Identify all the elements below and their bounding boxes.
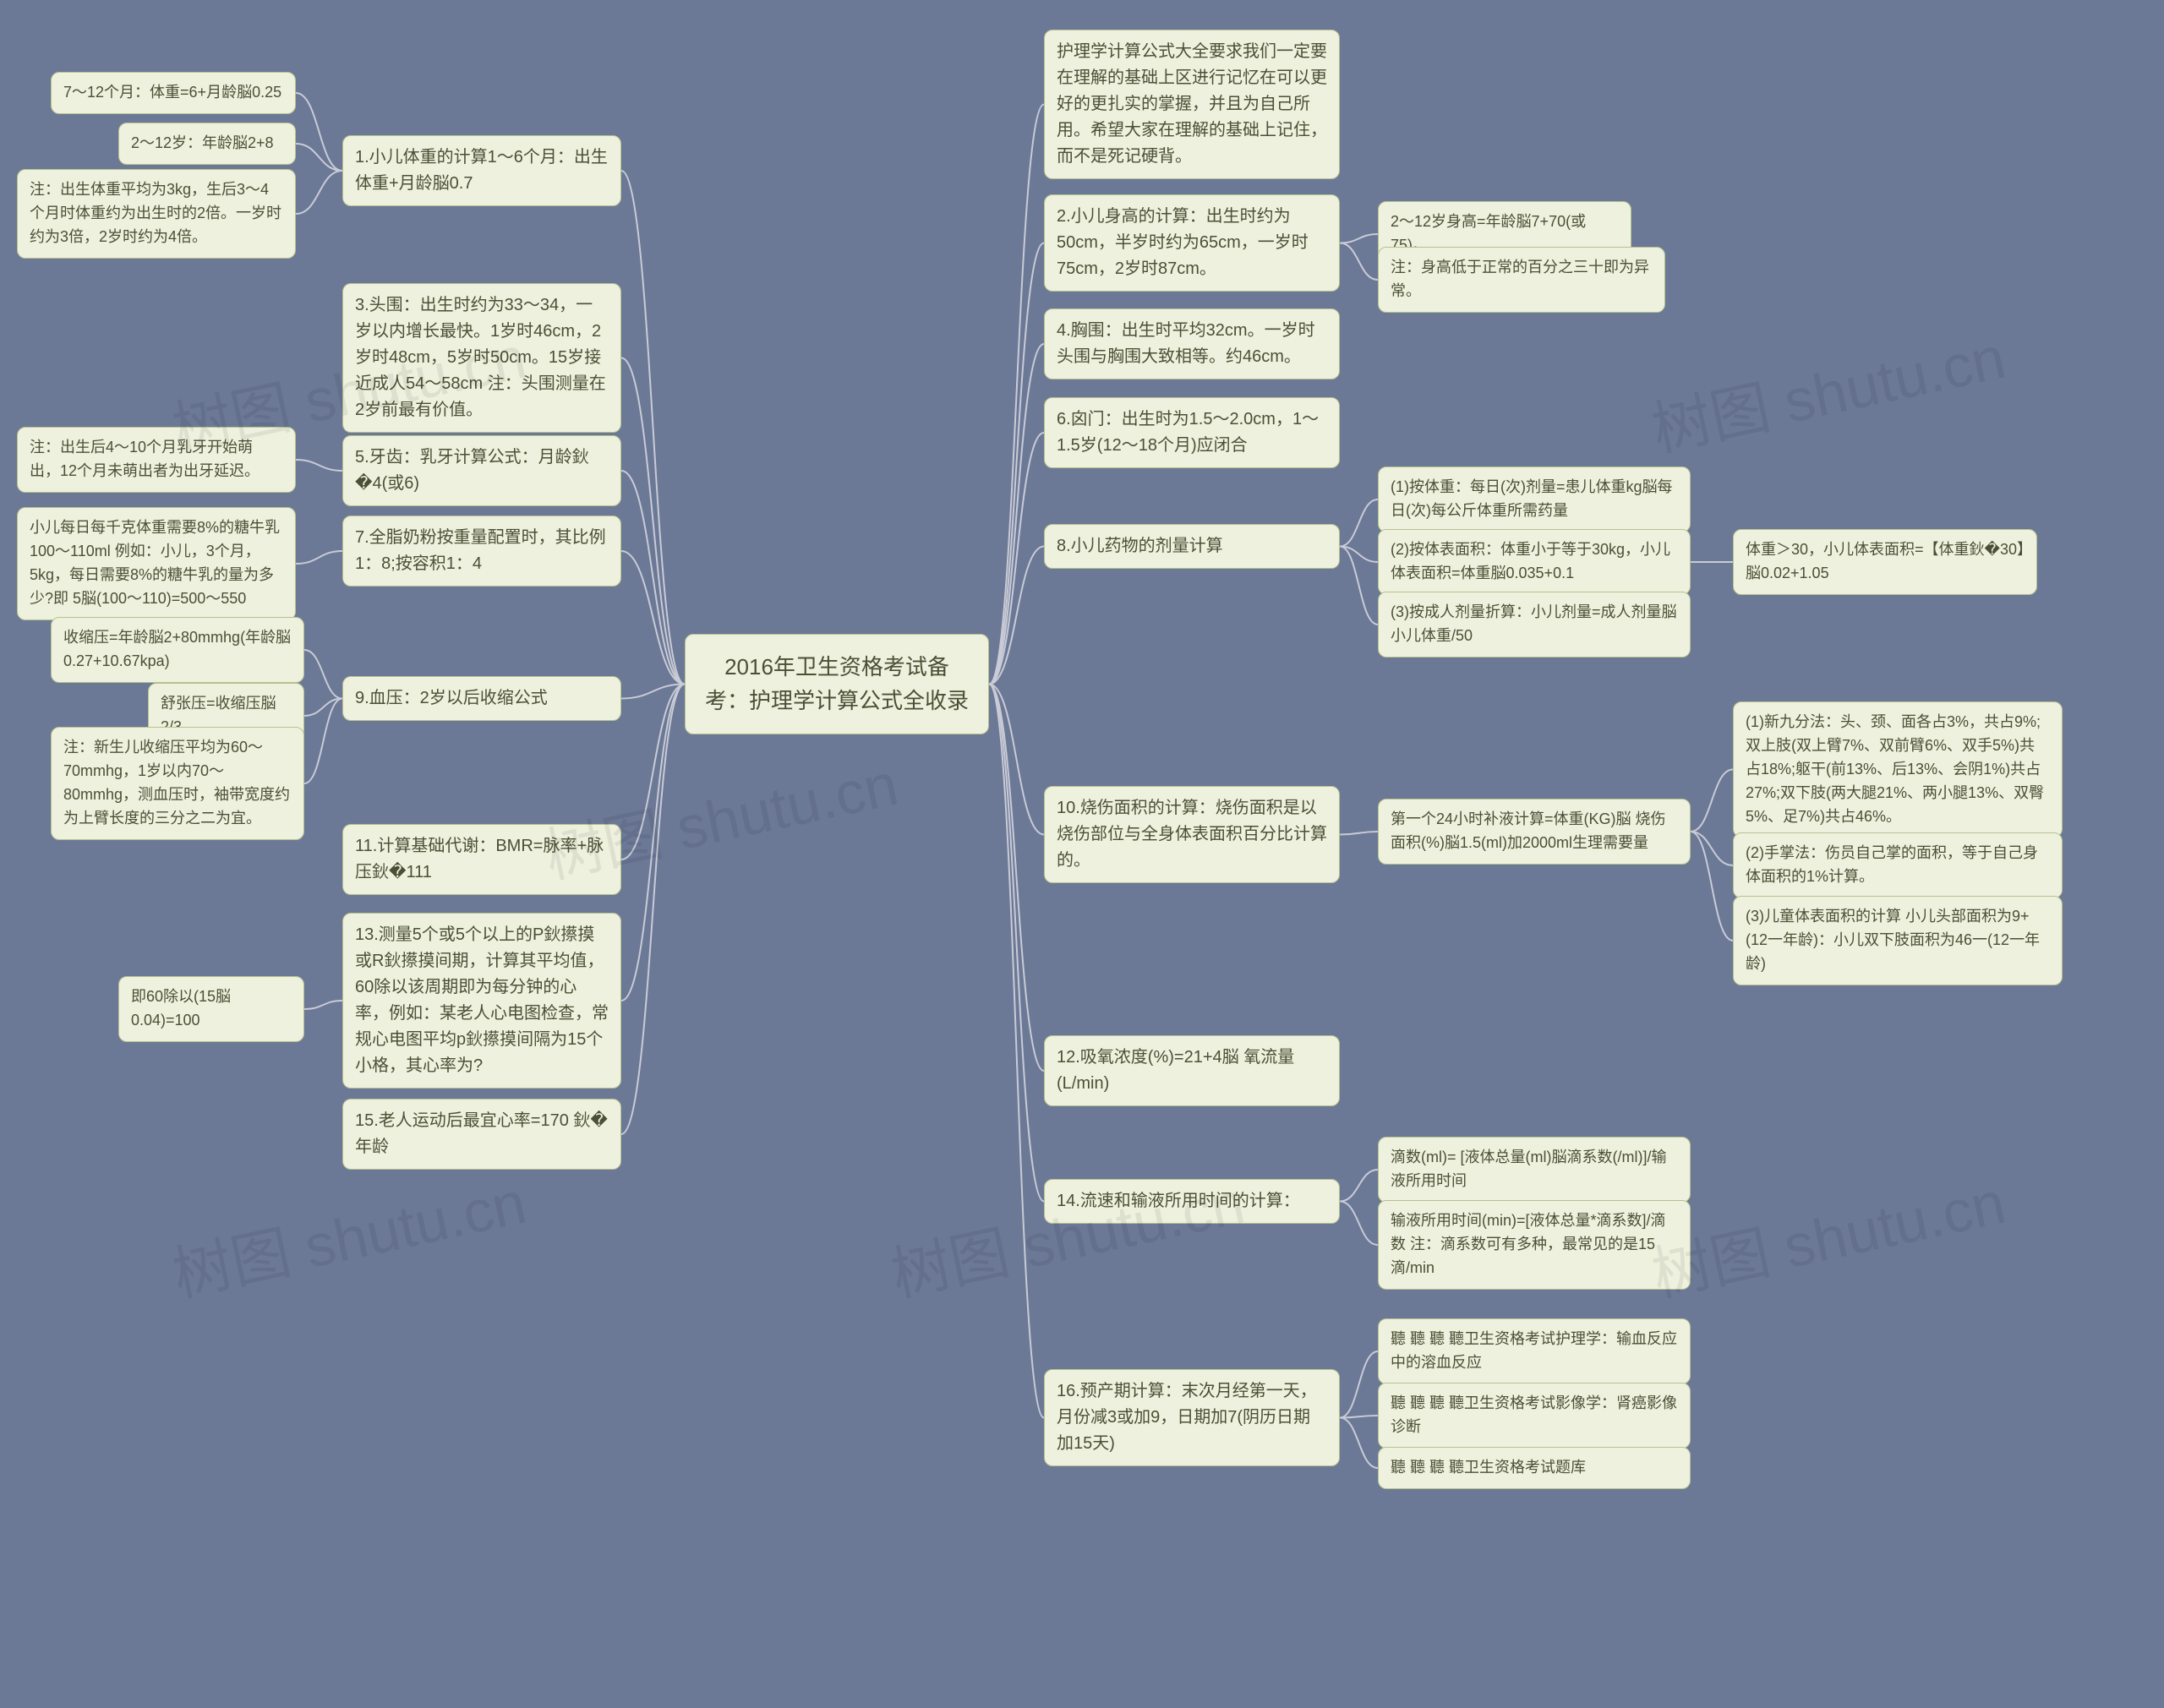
mindmap-node: 15.老人运动后最宜心率=170 鈥�年龄 — [342, 1099, 621, 1170]
mindmap-node: 4.胸围：出生时平均32cm。一岁时头围与胸围大致相等。约46cm。 — [1044, 308, 1340, 379]
mindmap-node: 聽 聽 聽 聽卫生资格考试护理学：输血反应中的溶血反应 — [1378, 1318, 1691, 1384]
mindmap-stage: 2016年卫生资格考试备考：护理学计算公式全收录 1.小儿体重的计算1～6个月：出… — [0, 0, 2164, 1708]
mindmap-node: 收缩压=年龄脳2+80mmhg(年龄脳0.27+10.67kpa) — [51, 617, 304, 683]
watermark: 树图 shutu.cn — [1643, 310, 2012, 468]
mindmap-node: 13.测量5个或5个以上的P鈥攃摸或R鈥攃摸间期，计算其平均值，60除以该周期即… — [342, 913, 621, 1089]
mindmap-node: (1)新九分法：头、颈、面各占3%，共占9%;双上肢(双上臂7%、双前臂6%、双… — [1733, 701, 2063, 838]
mindmap-node: 12.吸氧浓度(%)=21+4脳 氧流量(L/min) — [1044, 1035, 1340, 1106]
mindmap-node: 注：出生后4～10个月乳牙开始萌出，12个月未萌出者为出牙延迟。 — [17, 427, 296, 493]
mindmap-node: 注：新生儿收缩压平均为60～70mmhg，1岁以内70～80mmhg，测血压时，… — [51, 727, 304, 840]
mindmap-node: 5.牙齿：乳牙计算公式：月龄鈥�4(或6) — [342, 435, 621, 506]
mindmap-node: 2.小儿身高的计算：出生时约为50cm，半岁时约为65cm，一岁时75cm，2岁… — [1044, 194, 1340, 292]
mindmap-node: 11.计算基础代谢：BMR=脉率+脉压鈥�111 — [342, 824, 621, 895]
watermark: 树图 shutu.cn — [1643, 1155, 2012, 1313]
mindmap-node: 3.头围：出生时约为33～34，一岁以内增长最快。1岁时46cm，2岁时48cm… — [342, 283, 621, 433]
mindmap-node: (3)儿童体表面积的计算 小儿头部面积为9+(12一年龄)：小儿双下肢面积为46… — [1733, 896, 2063, 985]
mindmap-node: 注：出生体重平均为3kg，生后3～4个月时体重约为出生时的2倍。一岁时约为3倍，… — [17, 169, 296, 259]
watermark: 树图 shutu.cn — [164, 1155, 533, 1313]
mindmap-node: 体重＞30，小儿体表面积=【体重鈥�30】脳0.02+1.05 — [1733, 529, 2037, 595]
mindmap-node: (1)按体重：每日(次)剂量=患儿体重kg脳每日(次)每公斤体重所需药量 — [1378, 467, 1691, 532]
mindmap-node: 输液所用时间(min)=[液体总量*滴系数]/滴数 注：滴系数可有多种，最常见的… — [1378, 1200, 1691, 1290]
mindmap-node: 14.流速和输液所用时间的计算： — [1044, 1179, 1340, 1224]
mindmap-node: 聽 聽 聽 聽卫生资格考试题库 — [1378, 1447, 1691, 1489]
mindmap-node: 1.小儿体重的计算1～6个月：出生体重+月龄脳0.7 — [342, 135, 621, 206]
mindmap-node: 2016年卫生资格考试备考：护理学计算公式全收录 — [685, 634, 989, 734]
mindmap-node: 注：身高低于正常的百分之三十即为异常。 — [1378, 247, 1665, 313]
mindmap-node: 第一个24小时补液计算=体重(KG)脳 烧伤面积(%)脳1.5(ml)加2000… — [1378, 799, 1691, 865]
mindmap-node: 滴数(ml)= [液体总量(ml)脳滴系数(/ml)]/输液所用时间 — [1378, 1137, 1691, 1203]
mindmap-node: 7.全脂奶粉按重量配置时，其比例1：8;按容积1：4 — [342, 516, 621, 587]
mindmap-node: 护理学计算公式大全要求我们一定要在理解的基础上区进行记忆在可以更好的更扎实的掌握… — [1044, 30, 1340, 179]
mindmap-node: 2～12岁：年龄脳2+8 — [118, 123, 296, 165]
mindmap-node: 即60除以(15脳0.04)=100 — [118, 976, 304, 1042]
mindmap-node: (3)按成人剂量折算：小儿剂量=成人剂量脳小儿体重/50 — [1378, 592, 1691, 658]
mindmap-node: 8.小儿药物的剂量计算 — [1044, 524, 1340, 569]
mindmap-node: 聽 聽 聽 聽卫生资格考试影像学：肾癌影像诊断 — [1378, 1383, 1691, 1449]
mindmap-node: 6.囟门：出生时为1.5～2.0cm，1～1.5岁(12～18个月)应闭合 — [1044, 397, 1340, 468]
mindmap-node: 7～12个月：体重=6+月龄脳0.25 — [51, 72, 296, 114]
mindmap-node: 16.预产期计算：末次月经第一天，月份减3或加9，日期加7(阴历日期加15天) — [1044, 1369, 1340, 1466]
mindmap-node: 9.血压：2岁以后收缩公式 — [342, 676, 621, 721]
mindmap-node: (2)按体表面积：体重小于等于30kg，小儿体表面积=体重脳0.035+0.1 — [1378, 529, 1691, 595]
mindmap-node: (2)手掌法：伤员自己掌的面积，等于自己身体面积的1%计算。 — [1733, 832, 2063, 898]
mindmap-node: 小儿每日每千克体重需要8%的糖牛乳100～110ml 例如：小儿，3个月，5kg… — [17, 507, 296, 620]
mindmap-node: 10.烧伤面积的计算：烧伤面积是以烧伤部位与全身体表面积百分比计算的。 — [1044, 786, 1340, 883]
